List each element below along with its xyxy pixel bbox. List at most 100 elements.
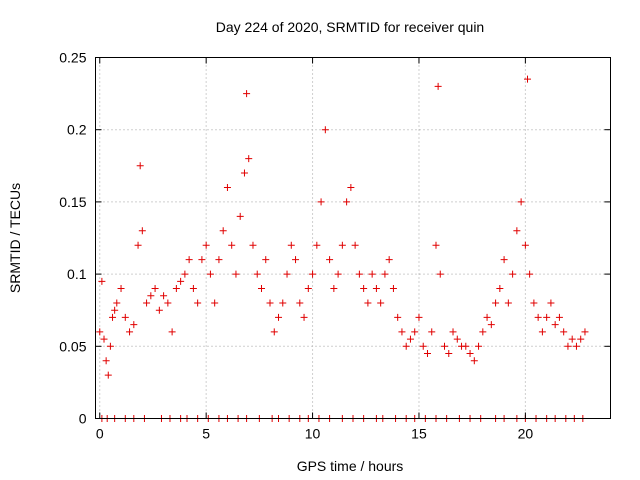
data-point [530, 299, 538, 307]
data-point [581, 328, 589, 336]
data-point [445, 350, 453, 358]
data-point [560, 328, 568, 336]
data-point [411, 328, 419, 336]
data-point [436, 270, 444, 278]
data-point [517, 198, 525, 206]
data-point [104, 371, 112, 379]
data-point [415, 313, 423, 321]
data-point [102, 357, 110, 365]
x-tick-label: 10 [305, 426, 321, 442]
data-point [381, 270, 389, 278]
data-point [441, 342, 449, 350]
data-point [275, 313, 283, 321]
data-point [483, 313, 491, 321]
data-point [287, 241, 295, 249]
data-point [462, 342, 470, 350]
grid-layer [95, 57, 611, 419]
x-tick-label: 0 [96, 426, 104, 442]
data-point [185, 256, 193, 264]
data-point [223, 183, 231, 191]
data-point [492, 299, 500, 307]
data-point [172, 285, 180, 293]
data-point [257, 285, 265, 293]
data-point [111, 306, 119, 314]
data-point [449, 328, 457, 336]
data-point [126, 328, 134, 336]
data-point [98, 277, 106, 285]
data-point [368, 270, 376, 278]
data-point [434, 82, 442, 90]
data-point [543, 313, 551, 321]
data-point [198, 256, 206, 264]
data-point [202, 241, 210, 249]
data-point [428, 328, 436, 336]
data-point [138, 227, 146, 235]
data-point [292, 256, 300, 264]
data-point [524, 75, 532, 83]
data-point [338, 241, 346, 249]
data-point [496, 285, 504, 293]
y-tick-label: 0.15 [59, 194, 86, 210]
data-point [347, 183, 355, 191]
data-point [206, 270, 214, 278]
data-point [453, 335, 461, 343]
data-point [262, 256, 270, 264]
data-point [96, 328, 104, 336]
x-tick-label: 15 [411, 426, 427, 442]
data-point [245, 155, 253, 163]
data-point [509, 270, 517, 278]
data-point [164, 299, 172, 307]
data-point [304, 285, 312, 293]
data-point [423, 350, 431, 358]
data-point [475, 342, 483, 350]
data-point [130, 321, 138, 329]
data-point [106, 342, 114, 350]
data-point [538, 328, 546, 336]
data-point [577, 335, 585, 343]
data-point [402, 342, 410, 350]
data-point [147, 292, 155, 300]
data-point [526, 270, 534, 278]
data-point [266, 299, 274, 307]
data-point [100, 335, 108, 343]
data-point [121, 313, 129, 321]
data-point [487, 321, 495, 329]
data-points [96, 75, 589, 422]
data-point [181, 270, 189, 278]
data-point [334, 270, 342, 278]
ticks-layer: 0 0.05 0.1 0.15 0.2 0.25 0 5 10 15 20 [59, 50, 611, 442]
data-point [500, 256, 508, 264]
y-tick-label: 0.05 [59, 338, 86, 354]
data-point [360, 285, 368, 293]
data-point [377, 299, 385, 307]
data-point [432, 241, 440, 249]
data-point [109, 313, 117, 321]
data-point [568, 335, 576, 343]
data-point [177, 277, 185, 285]
data-point [296, 299, 304, 307]
data-point [364, 299, 372, 307]
data-point [572, 342, 580, 350]
data-point [419, 342, 427, 350]
data-point [300, 313, 308, 321]
data-point [513, 227, 521, 235]
data-point [211, 299, 219, 307]
data-point [117, 285, 125, 293]
x-axis-label: GPS time / hours [297, 458, 404, 474]
y-tick-label: 0 [79, 411, 87, 427]
data-point [189, 285, 197, 293]
data-point [168, 328, 176, 336]
data-point [136, 162, 144, 170]
data-point [470, 357, 478, 365]
data-point [253, 270, 261, 278]
data-point [228, 241, 236, 249]
data-point [564, 342, 572, 350]
data-point [160, 292, 168, 300]
data-point [343, 198, 351, 206]
data-point [155, 306, 163, 314]
data-point [398, 328, 406, 336]
data-point [249, 241, 257, 249]
y-tick-label: 0.1 [67, 266, 87, 282]
